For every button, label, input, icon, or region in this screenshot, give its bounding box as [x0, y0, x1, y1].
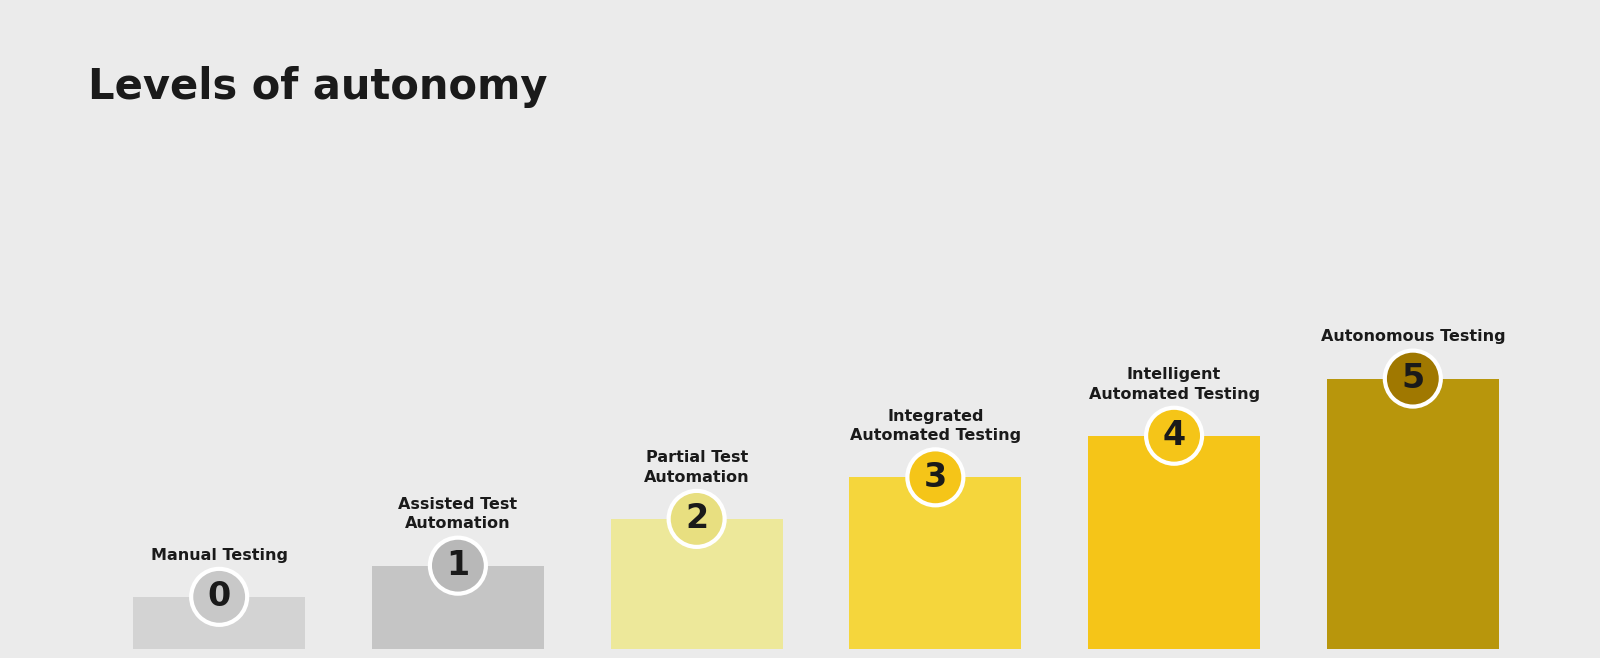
Bar — [611, 519, 782, 649]
Bar — [1088, 436, 1261, 649]
Ellipse shape — [669, 491, 725, 547]
Text: 2: 2 — [685, 503, 709, 536]
Bar — [850, 477, 1021, 649]
Text: 3: 3 — [923, 461, 947, 494]
Text: 4: 4 — [1163, 419, 1186, 452]
Ellipse shape — [190, 569, 246, 625]
Ellipse shape — [907, 449, 963, 505]
Text: Manual Testing: Manual Testing — [150, 547, 288, 563]
Text: Autonomous Testing: Autonomous Testing — [1320, 330, 1506, 344]
Bar — [133, 597, 306, 649]
Ellipse shape — [1146, 408, 1202, 464]
Text: Levels of autonomy: Levels of autonomy — [88, 66, 547, 108]
Bar — [1326, 378, 1499, 649]
Text: Intelligent
Automated Testing: Intelligent Automated Testing — [1088, 367, 1259, 401]
Ellipse shape — [1386, 351, 1442, 407]
Text: 1: 1 — [446, 549, 469, 582]
Text: 0: 0 — [208, 580, 230, 613]
Text: Assisted Test
Automation: Assisted Test Automation — [398, 497, 517, 532]
Ellipse shape — [430, 538, 486, 594]
Text: Partial Test
Automation: Partial Test Automation — [643, 451, 749, 485]
Text: Integrated
Automated Testing: Integrated Automated Testing — [850, 409, 1021, 443]
Text: 5: 5 — [1402, 362, 1424, 395]
Bar — [371, 566, 544, 649]
